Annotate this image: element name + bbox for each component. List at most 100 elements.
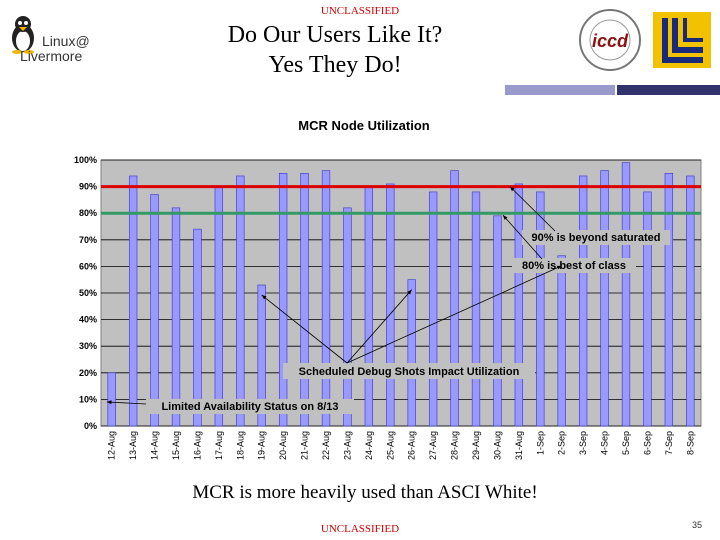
x-tick-label: 5-Sep xyxy=(621,431,631,455)
bar-24-Aug xyxy=(364,186,374,427)
x-tick-label: 25-Aug xyxy=(385,431,395,460)
x-tick-label: 4-Sep xyxy=(600,431,610,455)
y-axis-ticks: 0% 10% 20% 30% 40% 50% 60% 70% 80% 90% 100% xyxy=(74,155,97,431)
bar-12-Aug xyxy=(107,372,116,427)
x-tick-label: 22-Aug xyxy=(321,431,331,460)
bar-25-Aug xyxy=(386,183,395,427)
bar-19-Aug xyxy=(257,284,266,427)
arrow-80 xyxy=(502,214,543,260)
arrow-debug-26-Aug-head xyxy=(407,289,412,295)
y-tick-label: 40% xyxy=(79,315,97,325)
bar-29-Aug xyxy=(471,191,481,427)
x-tick-label: 21-Aug xyxy=(300,431,310,460)
stripe-left xyxy=(505,85,615,95)
y-tick-label: 90% xyxy=(79,182,97,192)
chart-title: MCR Node Utilization xyxy=(298,118,429,133)
bar-26-Aug xyxy=(407,279,416,427)
x-tick-label: 17-Aug xyxy=(214,431,224,460)
utilization-chart: MCR Node Utilization 0% 10% 20% 30% 40% 50% 60… xyxy=(74,118,702,460)
bar-8-Sep xyxy=(686,175,695,427)
x-tick-label: 30-Aug xyxy=(492,431,502,460)
y-tick-label: 30% xyxy=(79,341,97,351)
x-tick-label: 1-Sep xyxy=(535,431,545,455)
arrow-debug-19-Aug-head xyxy=(261,295,267,300)
bar-27-Aug xyxy=(428,191,438,427)
x-tick-label: 24-Aug xyxy=(364,431,374,460)
stripe-right xyxy=(617,85,720,95)
title-line-2: Yes They Do! xyxy=(268,52,402,78)
arrow-debug-26-Aug xyxy=(346,289,413,364)
bar-4-Sep xyxy=(600,170,609,427)
classification-top: UNCLASSIFIED xyxy=(320,5,400,17)
x-tick-label: 20-Aug xyxy=(278,431,288,460)
bar-21-Aug xyxy=(300,173,309,427)
linux-livermore-logo: Linux@ Livermore xyxy=(8,12,103,67)
tux-penguin-icon xyxy=(12,16,34,54)
annotation-80-label: 80% is best of class xyxy=(522,260,626,272)
x-tick-label: 28-Aug xyxy=(450,431,460,460)
bar-3-Sep xyxy=(578,175,588,427)
bar-31-Aug xyxy=(514,183,524,427)
x-tick-label: 2-Sep xyxy=(557,431,567,455)
bar-23-Aug xyxy=(343,207,352,427)
y-tick-label: 80% xyxy=(79,208,97,218)
x-tick-label: 14-Aug xyxy=(150,431,160,460)
x-tick-label: 6-Sep xyxy=(642,431,652,455)
annotation-80-box xyxy=(512,258,636,273)
bar-15-Aug xyxy=(171,207,181,427)
llnl-emblem-icon xyxy=(653,12,711,68)
y-tick-label: 0% xyxy=(84,421,97,431)
y-tick-label: 10% xyxy=(79,394,97,404)
x-tick-label: 13-Aug xyxy=(128,431,138,460)
y-tick-label: 70% xyxy=(79,235,97,245)
annotation-90-box xyxy=(522,230,670,245)
bar-5-Sep xyxy=(621,162,631,427)
x-tick-label: 23-Aug xyxy=(342,431,352,460)
annotation-limited-box xyxy=(146,399,354,414)
bar-18-Aug xyxy=(236,175,245,427)
bar-22-Aug xyxy=(321,170,331,427)
iccd-text: iccd xyxy=(592,31,629,51)
x-tick-label: 8-Sep xyxy=(685,431,695,455)
x-axis-ticks: 12-Aug 13-Aug 14-Aug 15-Aug 16-Aug 17-Aug 18-A… xyxy=(107,431,696,460)
iccd-seal-logo: iccd xyxy=(578,8,642,72)
bar-30-Aug xyxy=(493,215,502,427)
logo-livermore-text: Livermore xyxy=(20,48,83,64)
bar-2-Sep xyxy=(557,255,566,427)
bar-7-Sep xyxy=(664,173,674,427)
bar-16-Aug xyxy=(193,228,202,427)
title-line-1: Do Our Users Like It? xyxy=(227,22,443,48)
y-tick-label: 20% xyxy=(79,368,97,378)
x-tick-label: 26-Aug xyxy=(407,431,417,460)
annotation-limited-label: Limited Availability Status on 8/13 xyxy=(161,401,338,413)
annotation-90-label: 90% is beyond saturated xyxy=(532,232,661,244)
x-tick-label: 16-Aug xyxy=(192,431,202,460)
arrow-limited xyxy=(106,401,147,405)
y-tick-label: 60% xyxy=(79,261,97,271)
x-tick-label: 3-Sep xyxy=(578,431,588,455)
arrow-80-head xyxy=(503,215,508,220)
annotation-debug-label: Scheduled Debug Shots Impact Utilization xyxy=(299,366,520,378)
bar-series xyxy=(107,162,695,427)
x-tick-label: 31-Aug xyxy=(514,431,524,460)
bar-28-Aug xyxy=(450,170,459,427)
header-stripe xyxy=(505,85,720,95)
x-tick-label: 15-Aug xyxy=(171,431,181,460)
x-tick-label: 12-Aug xyxy=(107,431,117,460)
logo-linux-text: Linux@ xyxy=(42,33,90,49)
bar-14-Aug xyxy=(150,194,159,427)
y-tick-label: 50% xyxy=(79,288,97,298)
x-tick-label: 27-Aug xyxy=(428,431,438,460)
slide-caption: MCR is more heavily used than ASCI White… xyxy=(192,482,538,503)
bar-1-Sep xyxy=(536,191,545,427)
page-title: Do Our Users Like It? Yes They Do! xyxy=(210,20,460,80)
arrow-limited-head xyxy=(106,400,112,405)
reference-lines xyxy=(101,185,701,215)
arrow-90-head xyxy=(510,186,515,192)
annotations: 90% is beyond saturated 80% is best of cl… xyxy=(106,186,670,414)
arrow-debug-19-Aug xyxy=(261,294,348,364)
page-number: 35 xyxy=(692,520,703,530)
x-tick-label: 19-Aug xyxy=(257,431,267,460)
x-tick-label: 7-Sep xyxy=(664,431,674,455)
bar-13-Aug xyxy=(128,175,138,427)
